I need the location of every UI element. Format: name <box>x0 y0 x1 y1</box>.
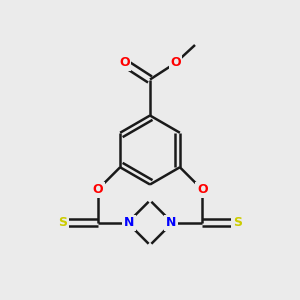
Text: N: N <box>124 216 134 229</box>
Text: N: N <box>166 216 176 229</box>
Text: O: O <box>119 56 130 70</box>
Text: O: O <box>197 183 208 196</box>
Text: O: O <box>92 183 103 196</box>
Text: O: O <box>170 56 181 70</box>
Text: S: S <box>233 216 242 229</box>
Text: S: S <box>58 216 67 229</box>
